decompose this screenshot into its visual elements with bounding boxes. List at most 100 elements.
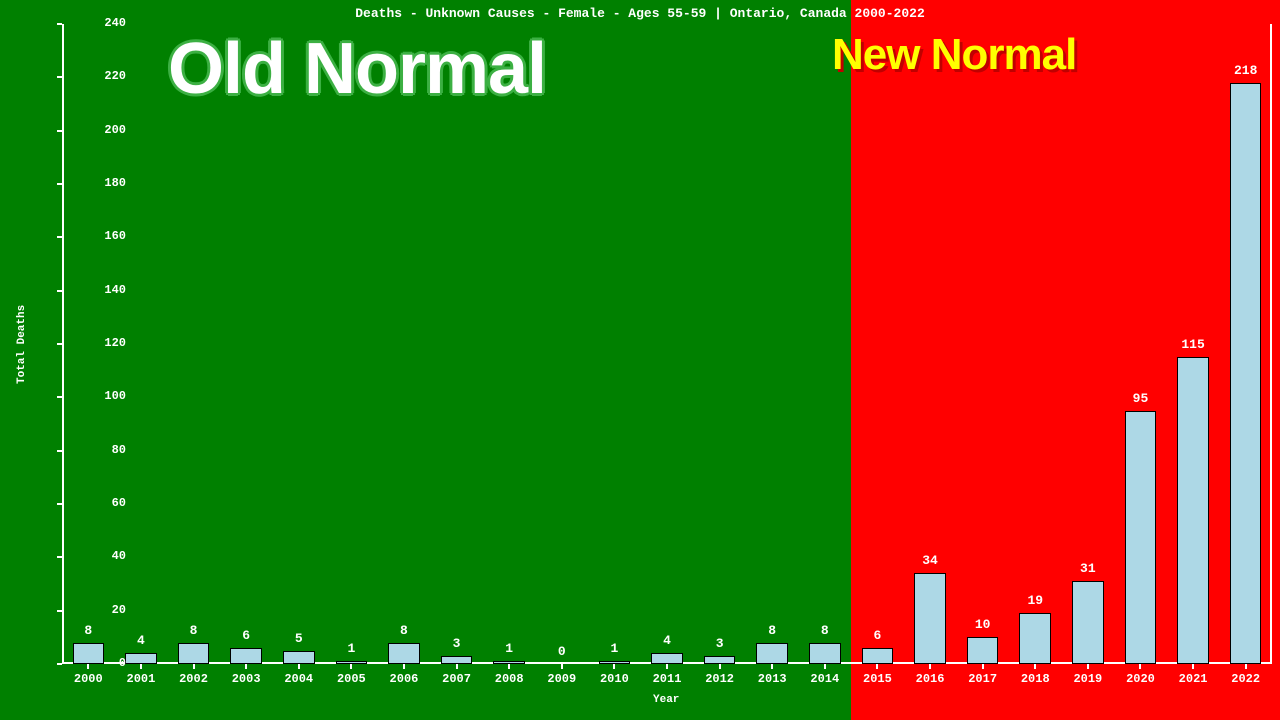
bar-value-label: 8 (190, 623, 198, 638)
bar-value-label: 8 (400, 623, 408, 638)
x-tick-label: 2004 (284, 672, 313, 686)
bar (125, 653, 157, 664)
x-tick-label: 2016 (916, 672, 945, 686)
x-axis-label: Year (653, 694, 679, 706)
bar (178, 643, 210, 664)
bar (809, 643, 841, 664)
y-axis-label: Total Deaths (16, 305, 28, 384)
y-tick-mark (57, 290, 62, 292)
bar (1230, 83, 1262, 664)
bar-value-label: 0 (558, 644, 566, 659)
bar (1019, 613, 1051, 664)
x-tick-mark (1034, 664, 1036, 669)
bar-value-label: 95 (1133, 391, 1149, 406)
x-tick-mark (929, 664, 931, 669)
y-tick-mark (57, 183, 62, 185)
y-tick-mark (57, 450, 62, 452)
bar-value-label: 19 (1027, 593, 1043, 608)
y-tick-mark (57, 556, 62, 558)
y-axis-line-right (1270, 24, 1272, 664)
x-tick-label: 2005 (337, 672, 366, 686)
x-tick-mark (1139, 664, 1141, 669)
bar (967, 637, 999, 664)
bar-value-label: 1 (505, 641, 513, 656)
y-tick-label: 20 (112, 603, 126, 617)
bar (336, 661, 368, 664)
x-tick-label: 2017 (968, 672, 997, 686)
y-tick-label: 100 (104, 389, 126, 403)
y-tick-mark (57, 610, 62, 612)
chart-container: Deaths - Unknown Causes - Female - Ages … (0, 0, 1280, 720)
bar (756, 643, 788, 664)
x-tick-mark (719, 664, 721, 669)
bar (283, 651, 315, 664)
bar-value-label: 1 (347, 641, 355, 656)
bar (599, 661, 631, 664)
bar (1125, 411, 1157, 664)
bar (651, 653, 683, 664)
bar (1177, 357, 1209, 664)
bar-value-label: 10 (975, 617, 991, 632)
x-tick-label: 2002 (179, 672, 208, 686)
bar-value-label: 8 (84, 623, 92, 638)
x-tick-mark (982, 664, 984, 669)
x-tick-mark (350, 664, 352, 669)
x-tick-mark (298, 664, 300, 669)
bar (73, 643, 105, 664)
x-tick-mark (193, 664, 195, 669)
x-tick-label: 2009 (547, 672, 576, 686)
bar-value-label: 34 (922, 553, 938, 568)
y-tick-label: 240 (104, 16, 126, 30)
x-tick-label: 2011 (653, 672, 682, 686)
y-tick-label: 180 (104, 176, 126, 190)
y-tick-label: 200 (104, 123, 126, 137)
bar (862, 648, 894, 664)
bar-value-label: 6 (242, 628, 250, 643)
x-tick-mark (1245, 664, 1247, 669)
bar (914, 573, 946, 664)
bar-value-label: 4 (137, 633, 145, 648)
x-tick-mark (876, 664, 878, 669)
chart-title: Deaths - Unknown Causes - Female - Ages … (355, 6, 925, 21)
x-tick-mark (140, 664, 142, 669)
x-tick-mark (1087, 664, 1089, 669)
x-tick-label: 2000 (74, 672, 103, 686)
x-tick-label: 2007 (442, 672, 471, 686)
x-tick-label: 2001 (127, 672, 156, 686)
y-tick-label: 40 (112, 549, 126, 563)
x-tick-label: 2019 (1073, 672, 1102, 686)
bar-value-label: 8 (768, 623, 776, 638)
x-tick-label: 2014 (810, 672, 839, 686)
bar (493, 661, 525, 664)
y-tick-mark (57, 396, 62, 398)
bar-value-label: 115 (1181, 337, 1204, 352)
bar (1072, 581, 1104, 664)
bar (441, 656, 473, 664)
bar (704, 656, 736, 664)
y-axis-line-left (62, 24, 64, 664)
x-tick-mark (245, 664, 247, 669)
y-tick-mark (57, 130, 62, 132)
bar-value-label: 8 (821, 623, 829, 638)
x-tick-label: 2020 (1126, 672, 1155, 686)
bar-value-label: 1 (610, 641, 618, 656)
x-tick-label: 2010 (600, 672, 629, 686)
y-tick-label: 80 (112, 443, 126, 457)
y-tick-mark (57, 76, 62, 78)
x-tick-label: 2018 (1021, 672, 1050, 686)
bar-value-label: 31 (1080, 561, 1096, 576)
y-tick-label: 140 (104, 283, 126, 297)
y-tick-mark (57, 236, 62, 238)
x-tick-mark (561, 664, 563, 669)
x-tick-label: 2003 (232, 672, 261, 686)
bar-value-label: 5 (295, 631, 303, 646)
y-tick-mark (57, 503, 62, 505)
bar-value-label: 218 (1234, 63, 1257, 78)
x-tick-label: 2006 (390, 672, 419, 686)
bar (230, 648, 262, 664)
y-tick-label: 160 (104, 229, 126, 243)
bar (388, 643, 420, 664)
bar-value-label: 3 (716, 636, 724, 651)
y-tick-label: 0 (119, 656, 126, 670)
x-tick-label: 2008 (495, 672, 524, 686)
